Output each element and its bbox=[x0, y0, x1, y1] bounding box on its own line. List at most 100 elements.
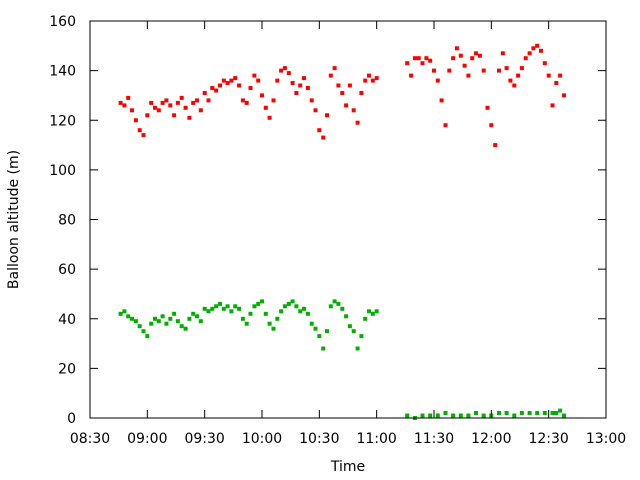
series-0-point bbox=[183, 105, 188, 110]
series-1-point bbox=[294, 304, 299, 309]
series-0-point bbox=[225, 81, 230, 85]
series-0-point bbox=[198, 108, 203, 113]
x-tick-label: 09:30 bbox=[184, 431, 224, 447]
series-1-point bbox=[355, 346, 360, 351]
series-0-point bbox=[539, 48, 543, 53]
series-1-point bbox=[504, 411, 509, 415]
series-0-point bbox=[122, 103, 127, 108]
series-1-point bbox=[298, 309, 303, 314]
series-1-point bbox=[374, 309, 379, 314]
series-1-point bbox=[130, 316, 134, 321]
series-1-point bbox=[198, 319, 203, 324]
series-0-point bbox=[160, 100, 165, 105]
series-1-point bbox=[313, 326, 318, 331]
series-0-point bbox=[206, 98, 211, 103]
series-1-point bbox=[153, 316, 157, 321]
series-0-point bbox=[233, 76, 238, 81]
series-0-point bbox=[451, 56, 456, 61]
series-1-point bbox=[562, 413, 566, 418]
y-tick-label: 160 bbox=[49, 14, 76, 30]
data-points bbox=[118, 43, 566, 420]
series-1-point bbox=[260, 299, 264, 304]
series-0-point bbox=[562, 93, 566, 98]
x-axis-title: Time bbox=[330, 459, 365, 475]
series-0-point bbox=[454, 46, 459, 51]
series-0-point bbox=[504, 66, 509, 71]
series-0-point bbox=[302, 76, 306, 81]
series-0-point bbox=[420, 61, 425, 66]
series-1-point bbox=[133, 319, 138, 324]
series-0-point bbox=[260, 93, 264, 98]
series-0-point bbox=[126, 95, 131, 100]
series-0-point bbox=[332, 66, 337, 71]
series-0-point bbox=[229, 78, 234, 83]
series-0-point bbox=[244, 100, 249, 105]
series-0-point bbox=[305, 86, 310, 90]
series-1-point bbox=[118, 311, 123, 316]
series-0-point bbox=[298, 83, 303, 88]
series-0-point bbox=[550, 103, 555, 108]
y-tick-label: 20 bbox=[58, 361, 76, 377]
y-axis-title: Balloon altitude (m) bbox=[6, 150, 22, 289]
x-tick-label: 10:00 bbox=[242, 431, 282, 447]
series-0-point bbox=[137, 128, 142, 133]
y-tick-label: 60 bbox=[58, 262, 76, 278]
series-1-point bbox=[240, 316, 245, 321]
series-0-point bbox=[424, 56, 429, 61]
series-0-point bbox=[237, 83, 242, 88]
series-0-point bbox=[168, 103, 173, 108]
series-0-point bbox=[336, 83, 341, 88]
series-0-point bbox=[256, 78, 261, 83]
series-0-point bbox=[328, 73, 333, 78]
series-0-point bbox=[409, 73, 414, 78]
series-0-point bbox=[474, 51, 478, 56]
series-0-point bbox=[531, 46, 536, 51]
y-tick-label: 120 bbox=[49, 113, 76, 129]
series-0-point bbox=[321, 135, 326, 140]
series-1-point bbox=[351, 329, 356, 334]
series-1-point bbox=[363, 316, 368, 321]
axis-ticks: 08:30 09:00 09:30 10:00 10:30 11:00 11:30 12:00… bbox=[49, 14, 626, 447]
x-tick-label: 11:00 bbox=[356, 431, 396, 447]
series-1-point bbox=[218, 301, 222, 306]
series-0-point bbox=[149, 100, 154, 105]
series-0-point bbox=[374, 76, 379, 81]
series-0-point bbox=[432, 68, 436, 73]
series-0-point bbox=[367, 73, 371, 78]
series-1-point bbox=[550, 411, 555, 415]
series-1-point bbox=[168, 316, 173, 321]
series-1-point bbox=[474, 411, 478, 415]
series-0-point bbox=[416, 56, 421, 61]
series-0-point bbox=[405, 61, 410, 66]
series-0-point bbox=[309, 98, 314, 103]
series-1-point bbox=[267, 321, 272, 326]
series-0-point bbox=[275, 78, 280, 83]
series-0-point bbox=[153, 105, 157, 110]
series-0-point bbox=[527, 51, 532, 56]
series-0-point bbox=[466, 73, 471, 78]
series-1-point bbox=[443, 411, 448, 415]
series-0-point bbox=[435, 78, 440, 83]
series-0-point bbox=[493, 143, 498, 148]
series-1-point bbox=[252, 304, 257, 309]
series-0-point bbox=[500, 51, 505, 56]
series-1-point bbox=[451, 413, 456, 418]
series-0-point bbox=[355, 120, 360, 125]
series-1-point bbox=[145, 334, 150, 339]
series-1-point bbox=[160, 314, 165, 319]
series-0-point bbox=[481, 68, 486, 73]
series-1-point bbox=[305, 311, 310, 316]
series-1-point bbox=[340, 306, 345, 311]
series-1-point bbox=[164, 321, 169, 326]
series-1-point bbox=[481, 413, 486, 418]
series-0-point bbox=[130, 108, 134, 113]
series-1-point bbox=[229, 309, 234, 314]
series-0-point bbox=[485, 105, 490, 110]
series-1-point bbox=[405, 413, 410, 418]
series-1-point bbox=[248, 311, 253, 316]
series-1-point bbox=[271, 326, 276, 331]
series-0-point bbox=[462, 63, 467, 68]
series-1-point bbox=[237, 306, 242, 311]
series-1-point bbox=[458, 413, 463, 418]
